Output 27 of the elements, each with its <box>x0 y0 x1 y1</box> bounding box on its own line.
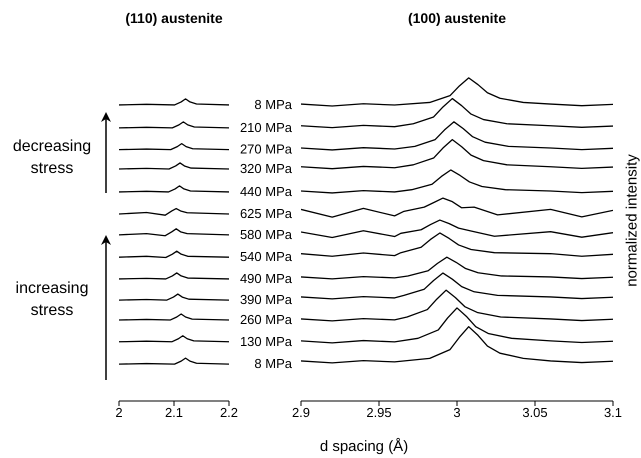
series-label: 490 MPa <box>240 270 293 286</box>
chart-title: (100) austenite <box>406 10 508 26</box>
series-label: 580 MPa <box>240 226 293 242</box>
text: increasing stress <box>14 279 90 321</box>
text: decreasing stress <box>12 137 92 179</box>
x-tick-label: 3.1 <box>604 405 622 420</box>
x-tick-label: 2.95 <box>366 405 392 420</box>
series-label: 8 MPa <box>254 356 293 372</box>
chart-title: (110) austenite <box>124 10 224 26</box>
x-tick-label: 2.1 <box>164 405 184 420</box>
series-label: 130 MPa <box>240 334 293 349</box>
series-label: 625 MPa <box>240 206 293 221</box>
series-label: 540 MPa <box>240 249 293 264</box>
x-tick-label: 2.2 <box>220 405 238 420</box>
x-tick-label: 2 <box>115 405 123 420</box>
series-label: 210 MPa <box>240 120 293 135</box>
series-label: 440 MPa <box>240 184 293 199</box>
x-tick-label: 3 <box>453 405 461 420</box>
y-axis-title: normalized intensity <box>624 153 640 289</box>
series-label: 270 MPa <box>240 142 293 157</box>
x-tick-label: 2.9 <box>292 405 310 420</box>
series-label: 8 MPa <box>254 96 293 112</box>
series-label: 320 MPa <box>240 160 293 176</box>
series-label: 390 MPa <box>240 292 293 308</box>
series-label: 260 MPa <box>240 312 293 328</box>
x-axis-title: d spacing (Å) <box>318 438 410 455</box>
x-tick-label: 3.05 <box>522 405 548 420</box>
